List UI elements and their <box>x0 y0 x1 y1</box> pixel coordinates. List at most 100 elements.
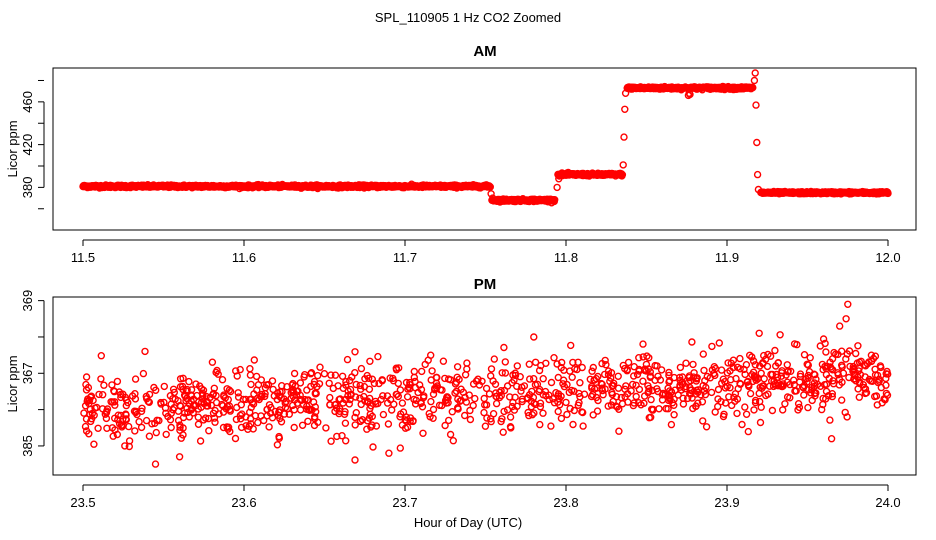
pm-data-point <box>649 405 657 414</box>
am-x-axis: 11.5 11.6 11.7 11.8 11.9 12.0 <box>71 239 901 265</box>
pm-data-point <box>787 367 795 375</box>
pm-data-point <box>492 392 500 401</box>
am-data-point <box>753 170 762 179</box>
pm-data-point <box>268 377 277 385</box>
pm-x-tick-label: 23.8 <box>553 495 578 510</box>
pm-data-point <box>811 371 819 379</box>
pm-data-point <box>403 423 412 431</box>
pm-data-point <box>397 410 405 418</box>
pm-data-point <box>89 396 97 405</box>
pm-data-point <box>444 375 453 383</box>
pm-data-point <box>429 390 438 398</box>
pm-data-point <box>128 392 137 400</box>
pm-data-point <box>265 423 273 431</box>
pm-data-point <box>342 437 350 445</box>
pm-data-point <box>727 376 735 384</box>
pm-data-point <box>179 374 187 382</box>
pm-data-point <box>403 393 412 401</box>
pm-data-point <box>828 366 837 374</box>
pm-data-point <box>195 382 204 390</box>
pm-data-point <box>454 405 462 413</box>
pm-data-point <box>635 385 644 394</box>
pm-data-point <box>760 351 768 360</box>
pm-data-point <box>231 434 240 443</box>
pm-data-point <box>665 368 673 377</box>
pm-data-point <box>589 363 597 372</box>
pm-data-point <box>719 375 727 383</box>
pm-data-point <box>145 398 154 406</box>
pm-data-point <box>819 335 828 343</box>
pm-data-point <box>568 373 576 381</box>
pm-data-point <box>511 369 519 377</box>
pm-data-point <box>854 373 862 381</box>
pm-data-point <box>237 401 246 409</box>
pm-data-point <box>703 372 711 381</box>
pm-data-point <box>604 371 613 379</box>
pm-data-point <box>503 406 512 414</box>
pm-data-point <box>231 367 240 375</box>
pm-data-point <box>834 371 842 379</box>
pm-data-point <box>804 403 812 412</box>
pm-data-point <box>855 393 863 401</box>
pm-data-point <box>867 377 875 385</box>
pm-data-point <box>766 352 775 360</box>
pm-data-point <box>769 382 778 391</box>
pm-data-point <box>209 391 217 399</box>
pm-data-point <box>205 427 213 435</box>
pm-data-point <box>329 384 337 393</box>
pm-data-point <box>351 413 359 422</box>
pm-data-point <box>500 407 508 416</box>
pm-data-point <box>688 338 696 346</box>
pm-data-point <box>394 392 402 401</box>
pm-data-point <box>236 415 245 423</box>
pm-data-point <box>289 379 297 388</box>
am-data-point <box>489 194 497 202</box>
pm-data-point <box>358 416 367 424</box>
pm-data-point <box>250 356 259 364</box>
pm-data-point <box>258 390 266 399</box>
pm-data-point <box>490 355 498 363</box>
pm-data-point <box>639 353 647 361</box>
pm-data-point <box>849 362 857 371</box>
pm-data-point <box>741 370 749 379</box>
pm-data-point <box>604 402 612 410</box>
pm-data-point <box>630 363 638 371</box>
pm-data-point <box>224 425 232 433</box>
pm-data-point <box>372 422 381 430</box>
pm-data-point <box>204 414 213 423</box>
pm-data-point <box>304 396 313 404</box>
pm-data-point <box>275 434 283 442</box>
pm-data-point <box>510 406 519 414</box>
pm-data-point <box>531 358 540 366</box>
pm-data-point <box>307 370 315 378</box>
pm-data-point <box>97 352 106 360</box>
pm-data-point <box>125 437 134 445</box>
pm-data-point <box>500 343 508 352</box>
pm-data-point <box>461 411 469 420</box>
am-data-point <box>553 183 561 192</box>
pm-data-point <box>444 394 452 402</box>
pm-data-point <box>121 442 129 450</box>
pm-data-point <box>482 384 491 393</box>
pm-data-point <box>346 395 354 404</box>
pm-data-point <box>436 386 445 394</box>
pm-data-point <box>773 373 782 381</box>
pm-data-point <box>151 386 160 394</box>
pm-data-point <box>692 375 701 383</box>
pm-data-point <box>588 367 596 375</box>
pm-data-point <box>469 401 477 410</box>
am-y-axis-label: Licor ppm <box>5 120 20 177</box>
pm-data-point <box>192 380 200 388</box>
pm-data-point <box>91 404 99 412</box>
pm-data-point <box>438 401 446 410</box>
pm-data-point <box>586 375 594 383</box>
pm-data-point <box>236 411 245 420</box>
pm-data-point <box>738 420 746 429</box>
pm-data-point <box>487 417 495 426</box>
pm-data-point <box>113 377 122 386</box>
pm-data-point <box>145 432 154 440</box>
am-data-points <box>79 69 892 207</box>
pm-data-point <box>311 414 319 423</box>
pm-data-point <box>685 373 693 382</box>
pm-data-point <box>234 389 242 397</box>
